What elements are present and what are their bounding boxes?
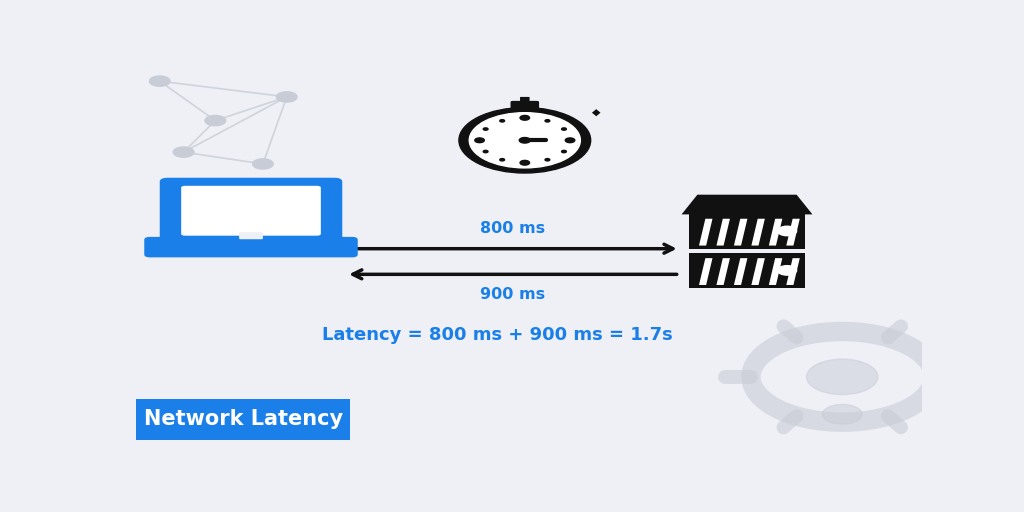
FancyBboxPatch shape bbox=[181, 186, 321, 236]
Circle shape bbox=[500, 120, 505, 122]
Circle shape bbox=[822, 404, 862, 424]
Text: Latency = 800 ms + 900 ms = 1.7s: Latency = 800 ms + 900 ms = 1.7s bbox=[322, 327, 673, 345]
Circle shape bbox=[520, 115, 529, 120]
Circle shape bbox=[173, 147, 194, 157]
Circle shape bbox=[475, 138, 484, 143]
Polygon shape bbox=[786, 219, 800, 246]
Circle shape bbox=[253, 159, 273, 169]
Circle shape bbox=[777, 226, 797, 236]
Circle shape bbox=[500, 159, 505, 161]
Circle shape bbox=[545, 120, 550, 122]
Text: 900 ms: 900 ms bbox=[480, 287, 546, 302]
FancyBboxPatch shape bbox=[689, 252, 805, 288]
FancyBboxPatch shape bbox=[240, 232, 263, 239]
FancyBboxPatch shape bbox=[689, 213, 805, 249]
FancyBboxPatch shape bbox=[520, 97, 529, 102]
Text: Network Latency: Network Latency bbox=[143, 409, 343, 429]
Polygon shape bbox=[752, 258, 765, 285]
Polygon shape bbox=[734, 258, 748, 285]
Polygon shape bbox=[699, 258, 713, 285]
Circle shape bbox=[459, 108, 591, 173]
Circle shape bbox=[205, 115, 225, 126]
Polygon shape bbox=[786, 258, 800, 285]
Circle shape bbox=[520, 160, 529, 165]
Polygon shape bbox=[717, 258, 730, 285]
Circle shape bbox=[807, 359, 878, 395]
FancyBboxPatch shape bbox=[232, 232, 270, 243]
FancyBboxPatch shape bbox=[511, 101, 539, 111]
Polygon shape bbox=[699, 219, 713, 246]
Polygon shape bbox=[769, 258, 782, 285]
Circle shape bbox=[561, 128, 566, 130]
Circle shape bbox=[565, 138, 574, 143]
FancyBboxPatch shape bbox=[144, 237, 357, 258]
Circle shape bbox=[777, 266, 797, 275]
Circle shape bbox=[276, 92, 297, 102]
Polygon shape bbox=[769, 219, 782, 246]
Circle shape bbox=[469, 113, 581, 168]
Circle shape bbox=[519, 138, 530, 143]
Circle shape bbox=[483, 128, 488, 130]
Circle shape bbox=[561, 151, 566, 153]
Text: 800 ms: 800 ms bbox=[480, 222, 546, 237]
Polygon shape bbox=[682, 195, 812, 215]
Circle shape bbox=[545, 159, 550, 161]
FancyBboxPatch shape bbox=[160, 178, 342, 251]
Circle shape bbox=[483, 151, 488, 153]
Polygon shape bbox=[592, 109, 600, 116]
Polygon shape bbox=[717, 219, 730, 246]
Circle shape bbox=[150, 76, 170, 87]
Polygon shape bbox=[752, 219, 765, 246]
Polygon shape bbox=[734, 219, 748, 246]
FancyBboxPatch shape bbox=[136, 398, 350, 440]
